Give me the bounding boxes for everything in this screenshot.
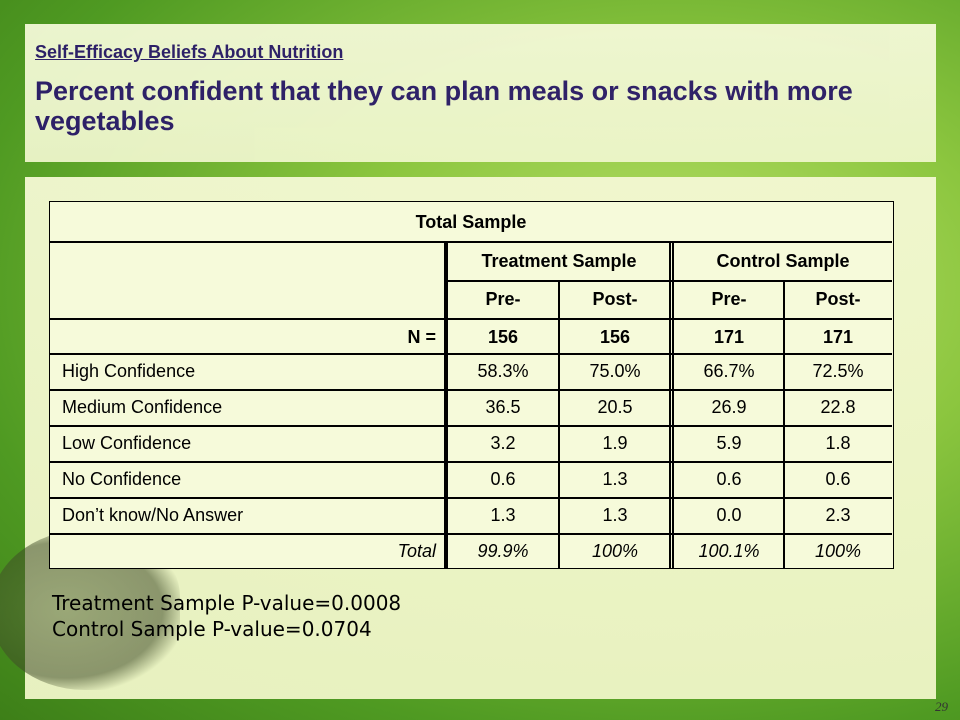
table-cell: 0.6 (716, 468, 742, 489)
table-divider (558, 280, 560, 568)
table-divider (50, 241, 892, 243)
n-value: 171 (713, 326, 745, 347)
sub-header-control-post: Post- (815, 288, 861, 309)
title-panel: Self-Efficacy Beliefs About Nutrition Pe… (25, 24, 936, 162)
table-divider (783, 280, 785, 568)
row-label: No Confidence (62, 468, 182, 489)
slide-title: Percent confident that they can plan mea… (35, 76, 853, 136)
n-value: 156 (599, 326, 631, 347)
row-label: High Confidence (62, 360, 196, 381)
table-cell: 20.5 (597, 396, 633, 417)
table-divider (446, 241, 448, 568)
n-row-label: N = (407, 326, 436, 347)
row-label: Medium Confidence (62, 396, 223, 417)
table-divider (50, 425, 892, 427)
table-cell: 1.3 (490, 504, 516, 525)
table-cell: 72.5% (812, 360, 864, 381)
sub-header-treatment-pre: Pre- (485, 288, 521, 309)
sub-header-treatment-post: Post- (592, 288, 638, 309)
table-cell: 75.0% (589, 360, 641, 381)
table-divider (50, 318, 892, 320)
total-value: 99.9% (477, 540, 529, 561)
table-divider (50, 497, 892, 499)
table-cell: 0.6 (825, 468, 851, 489)
page-number: 29 (935, 699, 948, 714)
table-cell: 0.0 (716, 504, 742, 525)
table-cell: 58.3% (477, 360, 529, 381)
table-divider (444, 241, 446, 568)
total-value: 100% (814, 540, 862, 561)
table-cell: 5.9 (716, 432, 742, 453)
p-values: Treatment Sample P-value=0.0008 Control … (52, 590, 401, 642)
treatment-p-value: Treatment Sample P-value=0.0008 (52, 591, 402, 615)
n-value: 156 (487, 326, 519, 347)
table-cell: 3.2 (490, 432, 516, 453)
n-value: 171 (822, 326, 854, 347)
group-header-control: Control Sample (716, 250, 850, 271)
table-cell: 2.3 (825, 504, 851, 525)
total-value: 100% (591, 540, 639, 561)
confidence-table: Total Sample Treatment Sample Control Sa… (49, 201, 894, 569)
table-divider (50, 461, 892, 463)
group-header-treatment: Treatment Sample (481, 250, 637, 271)
row-label: Low Confidence (62, 432, 192, 453)
table-cell: 1.3 (602, 468, 628, 489)
sub-header-control-pre: Pre- (711, 288, 747, 309)
table-divider (669, 241, 671, 568)
table-title: Total Sample (415, 211, 527, 232)
total-row-label: Total (397, 540, 436, 561)
table-cell: 22.8 (820, 396, 856, 417)
total-value: 100.1% (698, 540, 760, 561)
table-cell: 66.7% (703, 360, 755, 381)
table-divider (50, 353, 892, 355)
table-cell: 1.3 (602, 504, 628, 525)
table-cell: 1.9 (602, 432, 628, 453)
table-cell: 26.9 (711, 396, 747, 417)
control-p-value: Control Sample P-value=0.0704 (52, 617, 372, 641)
table-divider (672, 241, 674, 568)
table-divider (444, 280, 892, 282)
table-cell: 1.8 (825, 432, 851, 453)
table-divider (50, 389, 892, 391)
slide-kicker: Self-Efficacy Beliefs About Nutrition (35, 42, 344, 62)
table-cell: 36.5 (485, 396, 521, 417)
table-divider (50, 533, 892, 535)
row-label: Don’t know/No Answer (62, 504, 244, 525)
table-cell: 0.6 (490, 468, 516, 489)
